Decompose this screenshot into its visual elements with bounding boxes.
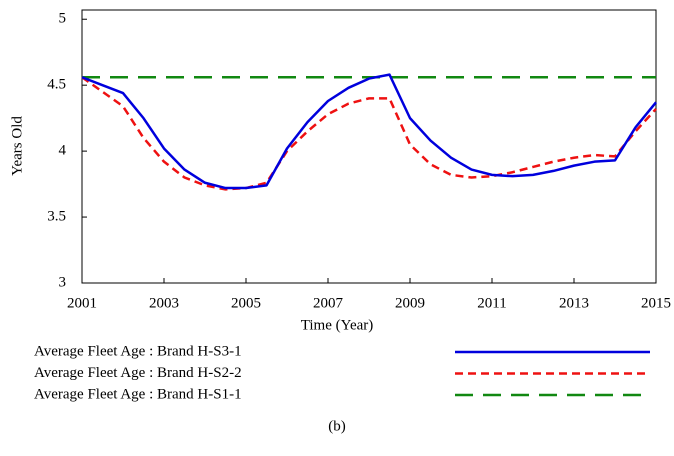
caption: (b) — [328, 418, 346, 434]
series-line — [81, 76, 657, 191]
y-tick-label: 3 — [59, 274, 67, 290]
legend-label: Average Fleet Age : Brand H-S1-1 — [34, 386, 242, 402]
x-tick-label: 2007 — [313, 295, 344, 311]
plot-frame — [81, 9, 657, 284]
y-tick-label: 5 — [59, 11, 67, 27]
series-line — [81, 73, 657, 190]
legend-label: Average Fleet Age : Brand H-S2-2 — [34, 365, 242, 381]
x-tick-label: 2005 — [231, 295, 261, 311]
x-tick-label: 2009 — [395, 295, 425, 311]
y-tick-label: 3.5 — [47, 208, 66, 224]
x-tick-label: 2015 — [641, 295, 671, 311]
y-axis-label: Years Old — [9, 116, 25, 176]
x-axis-label: Time (Year) — [301, 317, 374, 333]
x-tick-label: 2011 — [477, 295, 506, 311]
y-tick-label: 4.5 — [47, 77, 66, 93]
y-tick-label: 4 — [59, 143, 67, 159]
legend-label: Average Fleet Age : Brand H-S3-1 — [34, 343, 242, 359]
x-tick-label: 2001 — [67, 295, 97, 311]
x-tick-label: 2013 — [559, 295, 589, 311]
x-tick-label: 2003 — [149, 295, 179, 311]
